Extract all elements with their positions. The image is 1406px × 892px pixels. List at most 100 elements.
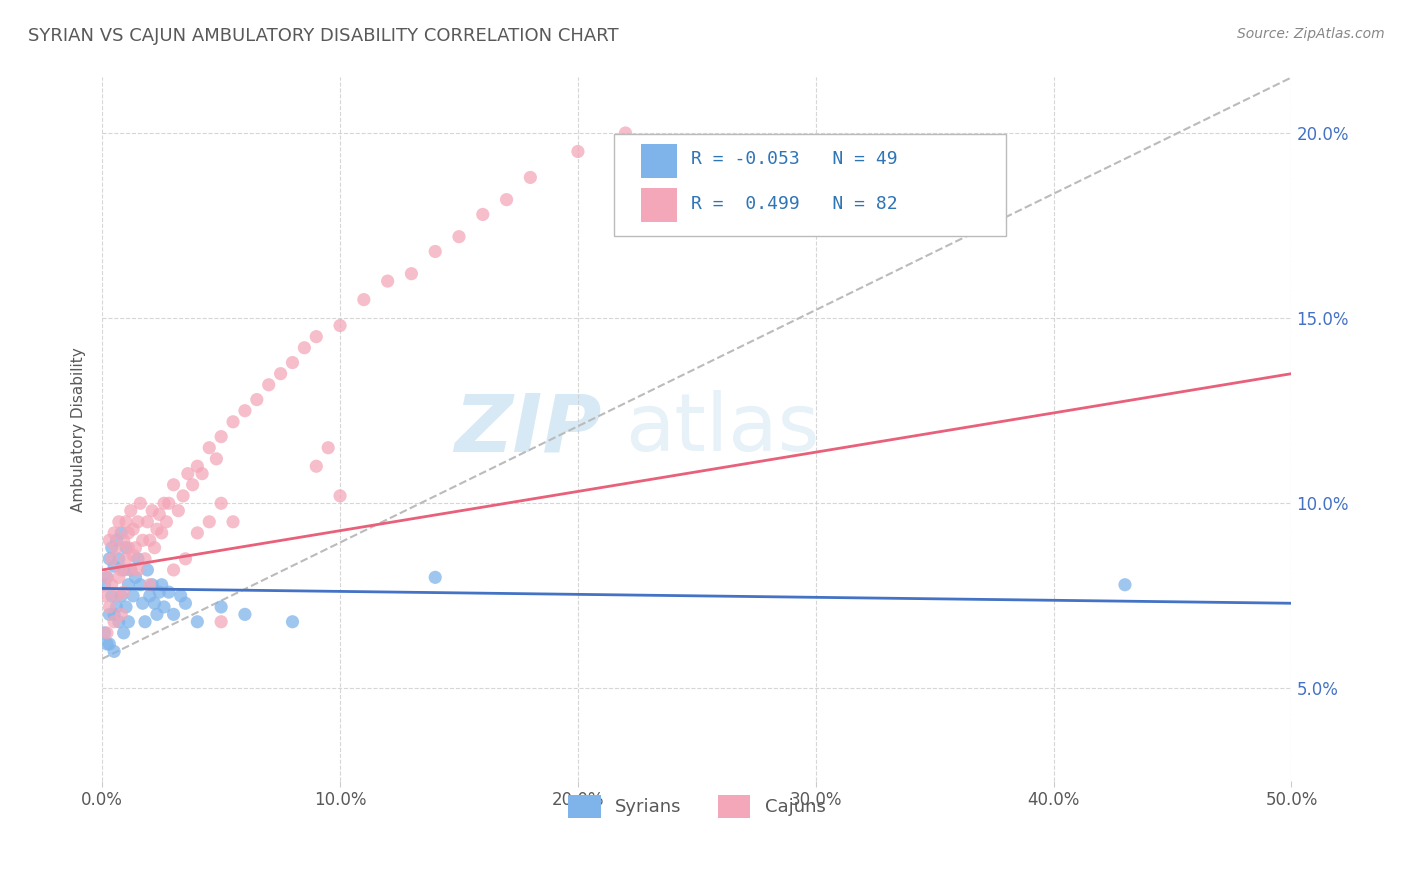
Point <box>108 570 131 584</box>
Point <box>186 525 208 540</box>
Point <box>103 615 125 629</box>
Point <box>1114 578 1136 592</box>
Point <box>136 515 159 529</box>
Point <box>146 607 169 622</box>
Point <box>471 207 494 221</box>
Point <box>100 551 122 566</box>
Point <box>112 585 135 599</box>
Point <box>425 570 447 584</box>
FancyBboxPatch shape <box>613 134 1007 235</box>
Point <box>105 541 128 555</box>
Text: Source: ZipAtlas.com: Source: ZipAtlas.com <box>1237 27 1385 41</box>
Point <box>127 515 149 529</box>
Point <box>205 451 228 466</box>
Point <box>174 551 197 566</box>
Point <box>167 504 190 518</box>
Point <box>191 467 214 481</box>
Point <box>143 541 166 555</box>
Point <box>112 533 135 548</box>
Point <box>122 548 145 562</box>
Point <box>177 467 200 481</box>
Point <box>209 615 232 629</box>
Point <box>98 599 121 614</box>
Point <box>181 477 204 491</box>
Point <box>150 578 173 592</box>
Point <box>117 541 139 555</box>
Point <box>519 170 541 185</box>
Point <box>198 515 221 529</box>
Point <box>120 504 142 518</box>
Point <box>105 589 128 603</box>
Point <box>305 459 328 474</box>
FancyBboxPatch shape <box>641 144 676 178</box>
Point <box>96 626 118 640</box>
Point <box>103 559 125 574</box>
Point <box>447 229 470 244</box>
Point <box>115 515 138 529</box>
Point <box>257 377 280 392</box>
Point <box>139 533 162 548</box>
Legend: Syrians, Cajuns: Syrians, Cajuns <box>561 789 832 825</box>
Point <box>157 585 180 599</box>
Point <box>98 637 121 651</box>
Point <box>281 615 304 629</box>
Point <box>162 563 184 577</box>
Point <box>105 533 128 548</box>
Text: ZIP: ZIP <box>454 390 602 468</box>
Point <box>292 341 315 355</box>
Point <box>103 644 125 658</box>
Point <box>139 578 162 592</box>
Point <box>110 563 132 577</box>
Point <box>756 219 779 233</box>
Point <box>134 615 156 629</box>
Point <box>209 429 232 443</box>
Point <box>110 589 132 603</box>
Point <box>233 403 256 417</box>
Point <box>329 489 352 503</box>
Point <box>174 596 197 610</box>
Point <box>117 578 139 592</box>
Point <box>120 563 142 577</box>
Point <box>115 599 138 614</box>
Point <box>117 615 139 629</box>
Point <box>98 533 121 548</box>
Point <box>162 477 184 491</box>
Point <box>186 615 208 629</box>
Point <box>96 570 118 584</box>
Point <box>100 589 122 603</box>
Point <box>143 596 166 610</box>
Point <box>222 515 245 529</box>
Point <box>157 496 180 510</box>
Point <box>329 318 352 333</box>
Point <box>153 599 176 614</box>
Point <box>127 563 149 577</box>
Point <box>110 525 132 540</box>
Point <box>425 244 447 259</box>
Point <box>141 578 163 592</box>
Point <box>131 596 153 610</box>
Point <box>108 615 131 629</box>
Point <box>141 504 163 518</box>
Point <box>122 522 145 536</box>
Point <box>122 589 145 603</box>
Point <box>100 541 122 555</box>
Point <box>146 522 169 536</box>
Point <box>495 193 517 207</box>
Point <box>93 626 115 640</box>
Point <box>150 525 173 540</box>
Text: SYRIAN VS CAJUN AMBULATORY DISABILITY CORRELATION CHART: SYRIAN VS CAJUN AMBULATORY DISABILITY CO… <box>28 27 619 45</box>
Point <box>246 392 269 407</box>
Point <box>98 551 121 566</box>
Point <box>105 599 128 614</box>
Point <box>124 570 146 584</box>
Point <box>401 267 423 281</box>
Point <box>153 496 176 510</box>
Point <box>112 563 135 577</box>
Point <box>93 578 115 592</box>
Point <box>93 589 115 603</box>
Point <box>233 607 256 622</box>
Point <box>281 355 304 369</box>
Text: R = -0.053   N = 49: R = -0.053 N = 49 <box>690 150 897 169</box>
Point <box>129 578 152 592</box>
Point <box>98 607 121 622</box>
